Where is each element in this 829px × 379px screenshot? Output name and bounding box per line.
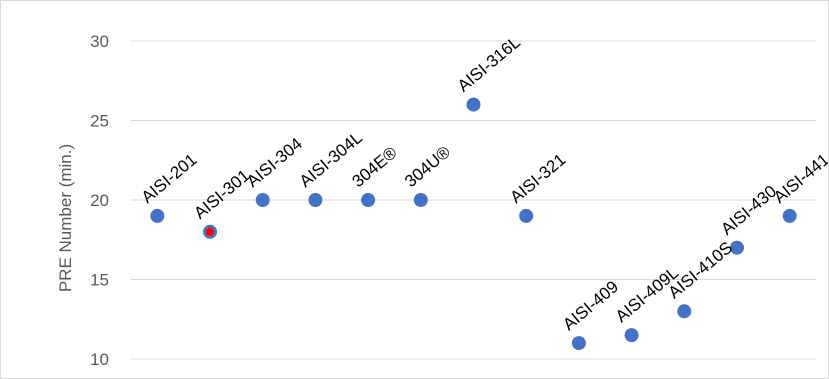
y-tick-label: 20 (90, 191, 109, 210)
y-tick-label: 30 (90, 32, 109, 51)
highlighted-point-marker (206, 227, 215, 236)
data-point (571, 336, 586, 351)
data-label: AISI-321 (507, 150, 570, 207)
data-point (308, 193, 323, 207)
y-tick-label: 10 (90, 350, 109, 369)
data-point (466, 97, 481, 112)
data-label: AISI-441 (770, 150, 828, 207)
gridlines (131, 40, 816, 360)
data-point (729, 240, 744, 255)
data-point (150, 208, 165, 223)
data-point (624, 328, 639, 343)
data-point (361, 193, 376, 207)
y-tick-label: 15 (90, 271, 109, 290)
data-point (413, 193, 428, 207)
data-label: AISI-409 (559, 277, 622, 334)
data-points (150, 97, 797, 351)
data-point (519, 208, 534, 223)
y-tick-label: 25 (90, 112, 109, 131)
y-axis-ticks: 10 15 20 25 30 (90, 32, 109, 369)
data-label: AISI-430 (717, 182, 780, 239)
data-point (677, 304, 692, 319)
data-point (782, 208, 797, 223)
data-label: AISI-316L (454, 33, 524, 96)
data-label: AISI-301 (190, 166, 253, 223)
data-label: 304U® (401, 142, 454, 191)
data-point (255, 193, 270, 207)
data-label: AISI-304 (243, 134, 306, 191)
data-label: AISI-201 (138, 150, 201, 207)
y-axis-title: PRE Number (min.) (56, 144, 75, 292)
